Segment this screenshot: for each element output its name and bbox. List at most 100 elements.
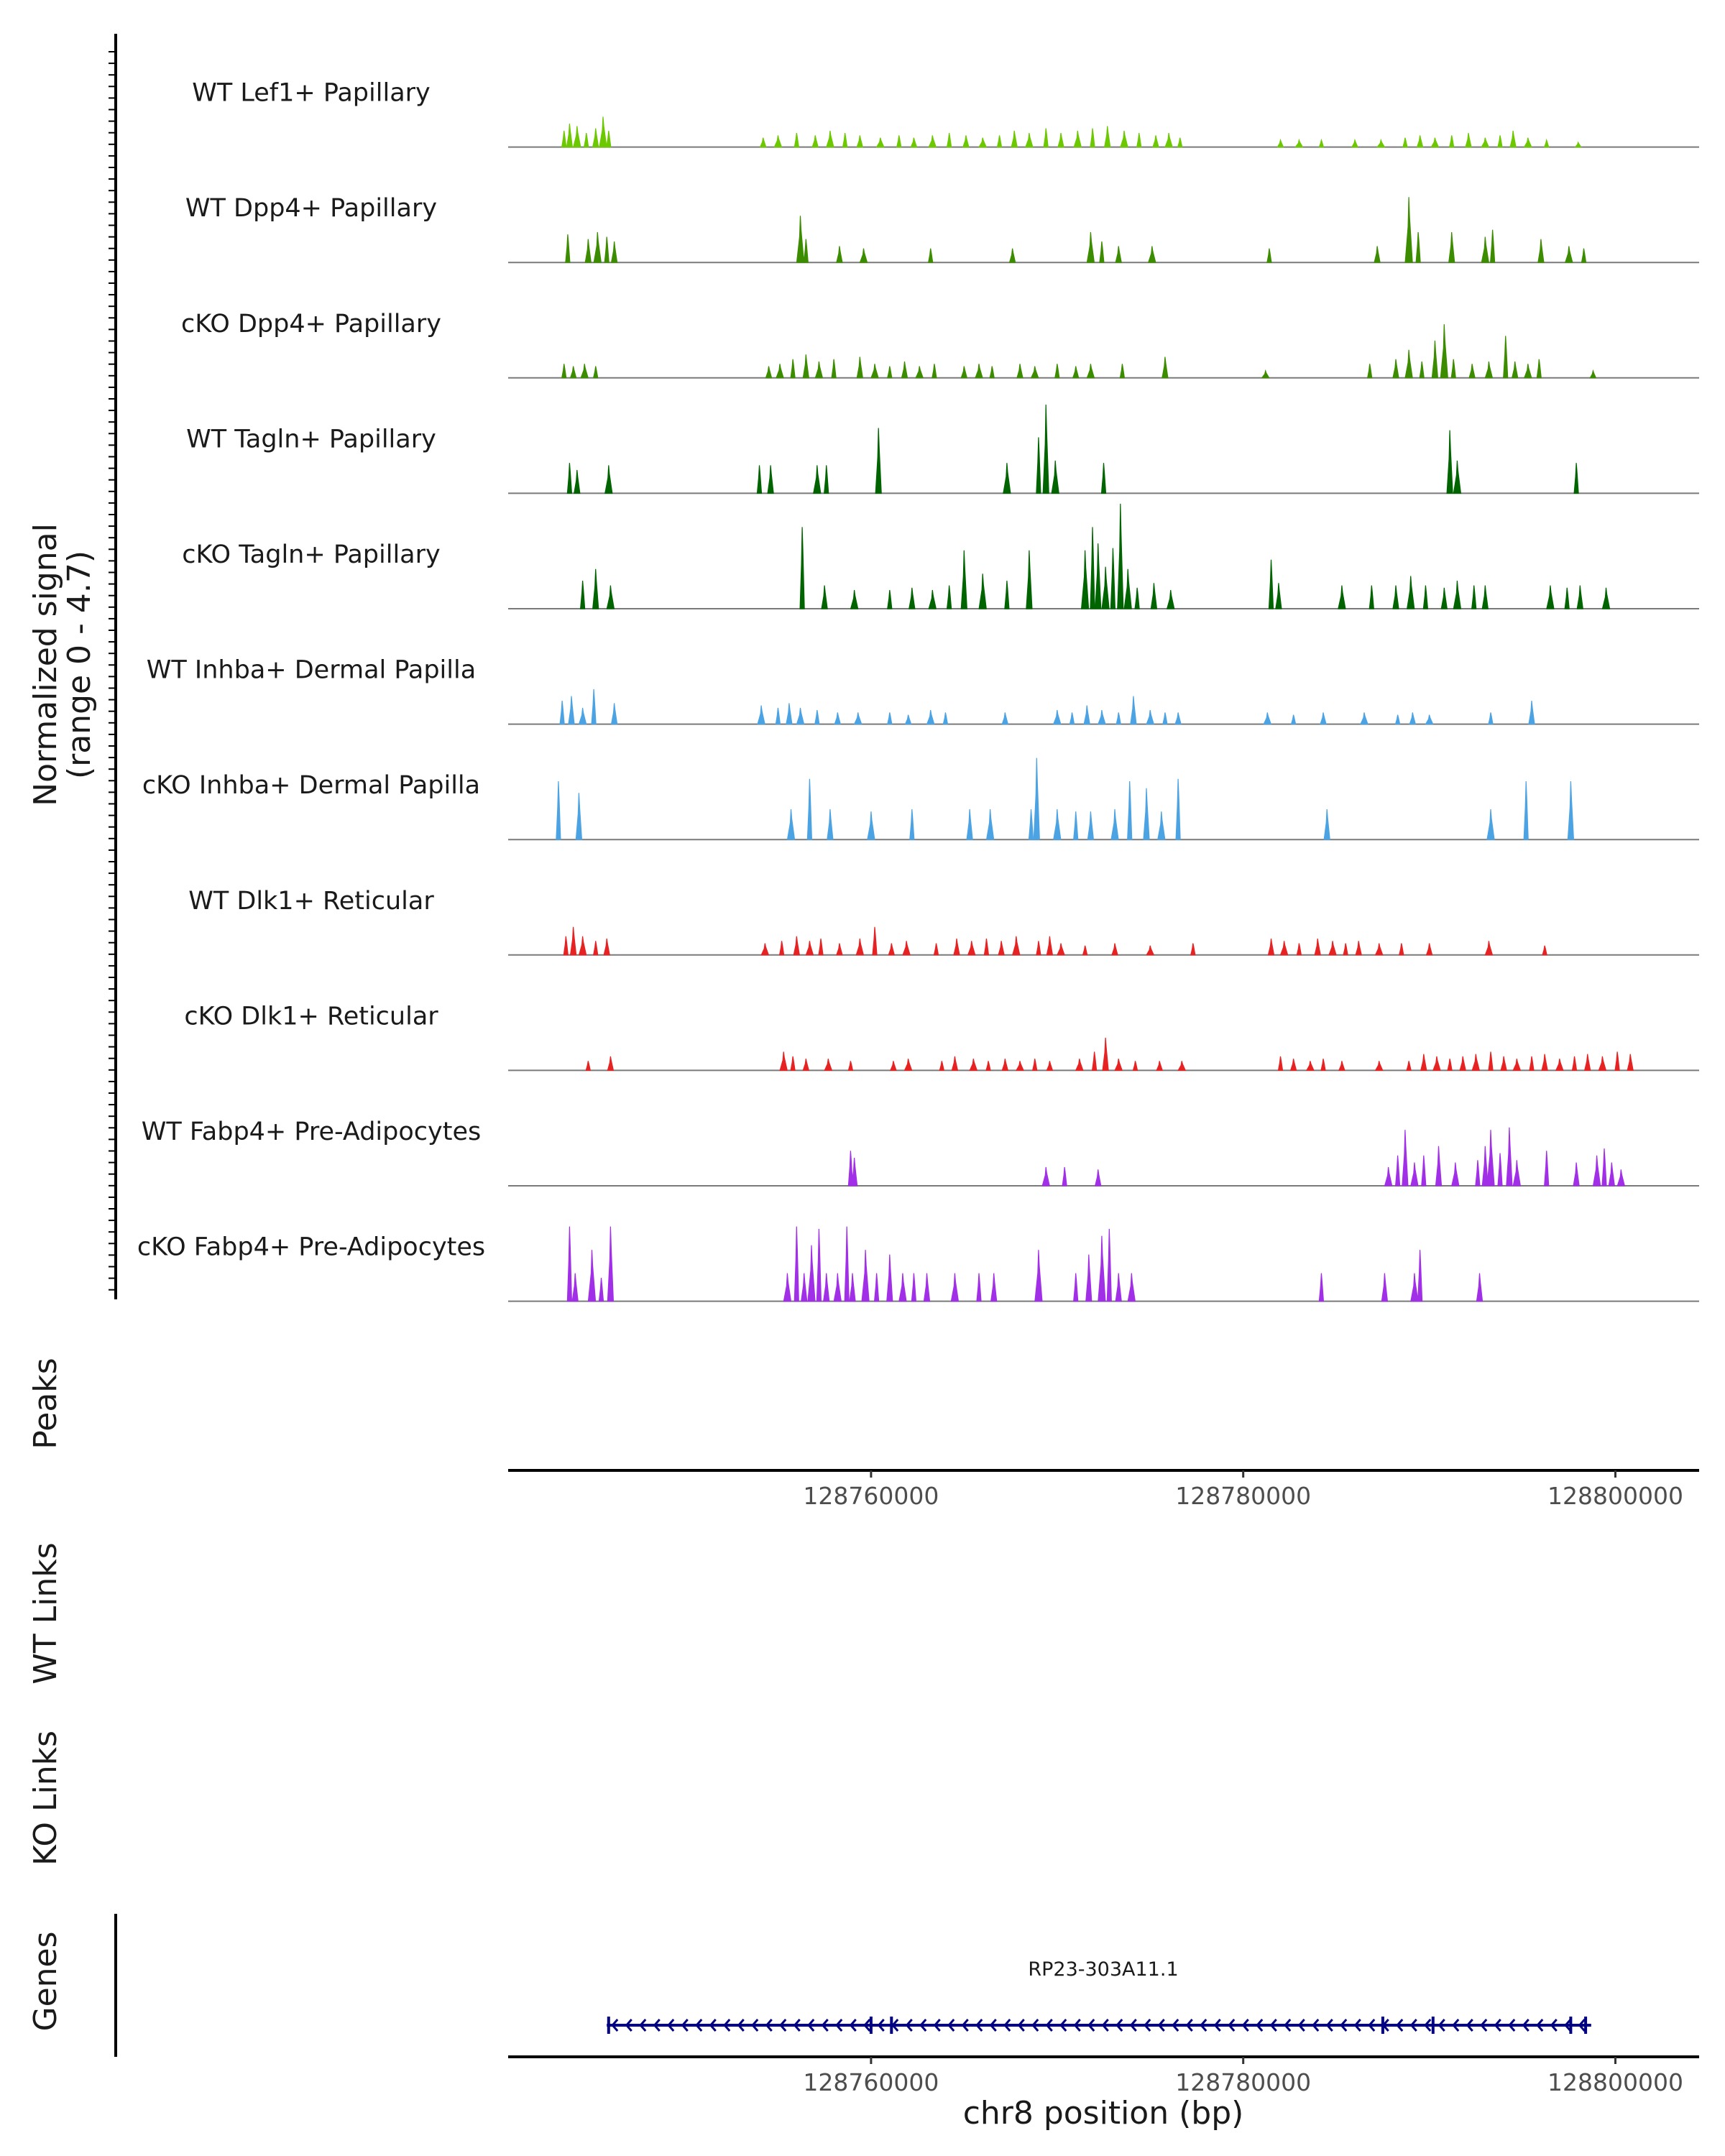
strand-arrow-icon — [821, 2019, 829, 2032]
signal-peak — [1263, 712, 1272, 725]
signal-peak — [796, 216, 805, 263]
signal-peak — [1484, 361, 1494, 379]
signal-peak — [1106, 1228, 1112, 1302]
signal-peak — [1004, 580, 1010, 609]
strand-arrow-icon — [1550, 2019, 1558, 2032]
signal-peak — [1146, 709, 1155, 725]
signal-peak — [610, 703, 618, 725]
strand-arrow-icon — [1564, 2019, 1572, 2032]
signal-peak — [574, 469, 581, 494]
signal-peak — [604, 236, 610, 263]
signal-peak — [1355, 941, 1362, 956]
signal-peak — [872, 926, 878, 956]
signal-peak — [1276, 138, 1284, 148]
strand-arrow-icon — [1396, 2019, 1404, 2032]
signal-peak — [1098, 1235, 1106, 1302]
signal-peak — [1177, 137, 1183, 148]
track-label: WT Lef1+ Papillary — [192, 79, 431, 108]
signal-peak — [1085, 1254, 1092, 1302]
signal-peak — [886, 1254, 893, 1302]
strand-arrow-icon — [905, 2019, 913, 2032]
signal-peak — [592, 366, 599, 379]
signal-peak — [834, 712, 842, 725]
signal-peak — [1036, 437, 1041, 494]
signal-peak — [1471, 585, 1477, 609]
signal-peak — [1110, 808, 1119, 840]
signal-peak — [983, 939, 990, 956]
signal-peak — [1082, 945, 1088, 956]
strand-arrow-icon — [1045, 2019, 1053, 2032]
signal-peak — [1360, 712, 1368, 725]
strand-arrow-icon — [779, 2019, 787, 2032]
strand-arrow-icon — [863, 2019, 871, 2032]
signal-peak — [1111, 943, 1118, 956]
signal-peak — [1001, 1059, 1009, 1071]
signal-peak — [1627, 1054, 1634, 1071]
signal-peak — [805, 941, 814, 956]
strand-arrow-icon — [1438, 2019, 1445, 2032]
signal-peak — [1046, 1061, 1054, 1071]
signal-peak — [1110, 548, 1116, 609]
signal-peak — [561, 364, 567, 379]
strand-arrow-icon — [1452, 2019, 1460, 2032]
signal-peak — [927, 248, 934, 263]
signal-y-axis-ticks — [109, 51, 116, 1291]
signal-peak — [568, 696, 575, 725]
signal-peak — [1592, 1155, 1601, 1187]
signal-peak — [1409, 712, 1417, 725]
signal-peak — [1541, 1054, 1548, 1071]
strand-arrow-icon — [919, 2019, 927, 2032]
signal-peak — [1394, 1155, 1401, 1187]
signal-peak — [1132, 1061, 1138, 1071]
strand-arrow-icon — [933, 2019, 941, 2032]
signal-peak — [1453, 580, 1462, 609]
strand-arrow-icon — [1578, 2019, 1586, 2032]
signal-peak — [960, 550, 967, 609]
track-cko-fabp4-pre-adipocytes: cKO Fabp4+ Pre-Adipocytes — [137, 1226, 1699, 1302]
signal-peak — [566, 1226, 573, 1302]
signal-peak — [1294, 138, 1304, 148]
strand-arrow-icon — [1172, 2019, 1179, 2032]
strand-arrow-icon — [765, 2019, 773, 2032]
signal-peak — [888, 943, 896, 956]
signal-peak — [1057, 132, 1064, 148]
strand-arrow-icon — [1144, 2019, 1151, 2032]
strand-arrow-icon — [1059, 2019, 1067, 2032]
signal-peak — [1026, 550, 1033, 609]
signal-peak — [1419, 361, 1425, 379]
signal-peak — [580, 364, 589, 379]
signal-peak — [855, 939, 865, 956]
signal-peak — [902, 941, 911, 956]
track-wt-lef1-papillary: WT Lef1+ Papillary — [192, 79, 1699, 148]
signal-peak — [807, 1245, 816, 1302]
signal-peak — [1511, 361, 1519, 379]
signal-peak — [853, 712, 862, 725]
signal-peak — [1190, 943, 1196, 956]
signal-peak — [1488, 1051, 1494, 1071]
signal-peak — [1320, 712, 1327, 725]
signal-peak — [842, 132, 848, 148]
signal-peak — [887, 589, 893, 609]
signal-peak — [569, 366, 577, 379]
signal-peak — [1573, 1162, 1580, 1187]
signal-peak — [1057, 943, 1065, 956]
strand-arrow-icon — [1269, 2019, 1277, 2032]
signal-peak — [801, 1273, 808, 1302]
strand-arrow-icon — [1368, 2019, 1376, 2032]
signal-peak — [1120, 130, 1128, 148]
signal-peak — [1162, 356, 1169, 379]
signal-peak — [996, 135, 1003, 148]
track-cko-inhba-dermal-papilla: cKO Inhba+ Dermal Papilla — [142, 757, 1699, 841]
signal-peak — [1094, 1169, 1102, 1187]
signal-peak — [790, 1056, 796, 1071]
signal-peak — [831, 359, 837, 379]
signal-peak — [1087, 811, 1095, 840]
signal-peak — [816, 1228, 822, 1302]
signal-peak — [1162, 712, 1168, 725]
strand-arrow-icon — [625, 2019, 632, 2032]
signal-peak — [1083, 705, 1090, 725]
strand-arrow-icon — [1466, 2019, 1473, 2032]
signal-peak — [1117, 503, 1124, 609]
signal-peak — [1030, 366, 1039, 379]
